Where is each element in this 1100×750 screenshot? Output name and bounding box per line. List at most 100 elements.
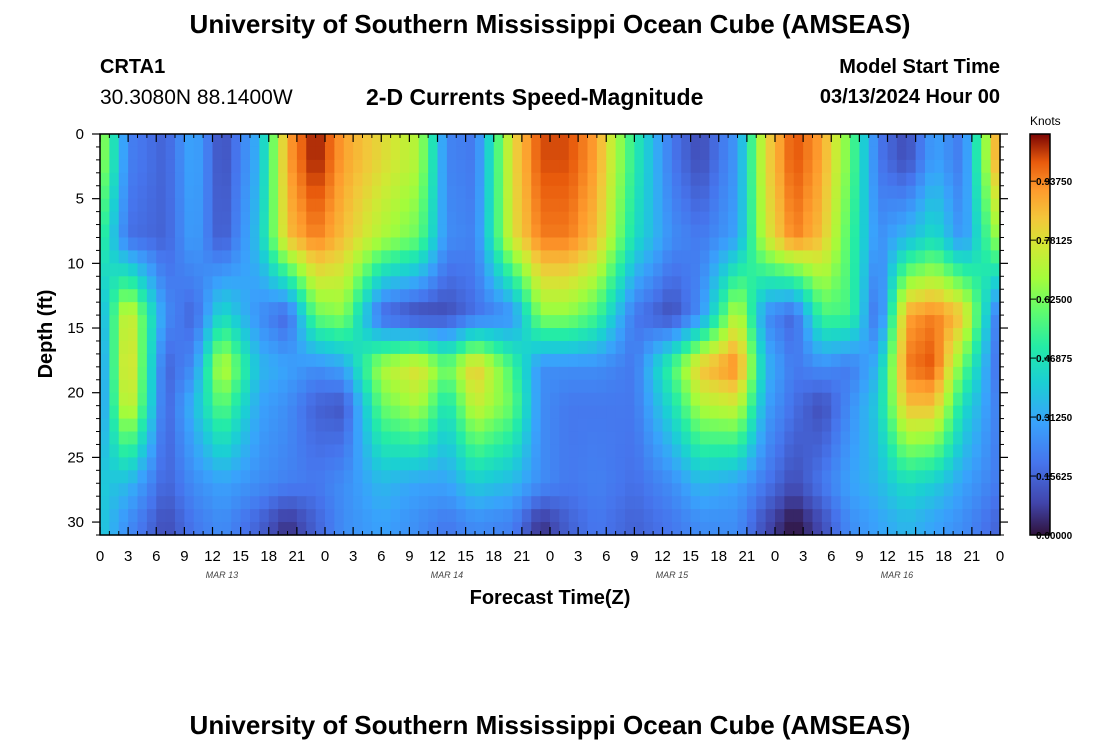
heatmap-cell bbox=[859, 431, 870, 446]
heatmap-cell bbox=[203, 276, 214, 290]
heatmap-cell bbox=[896, 302, 907, 316]
heatmap-cell bbox=[925, 444, 935, 458]
heatmap-cell bbox=[643, 418, 654, 433]
heatmap-cell bbox=[343, 522, 354, 536]
heatmap-cell bbox=[681, 250, 692, 264]
heatmap-cell bbox=[531, 185, 542, 200]
heatmap-cell bbox=[671, 470, 682, 484]
x-axis: 0 3 6 9 12 15 18 21 0 3 6 9 12 15 18 21 0 3 6 9 12 15 18 21 0 3 6 9… bbox=[96, 134, 1004, 565]
heatmap-cell bbox=[446, 315, 457, 329]
heatmap-cell bbox=[550, 470, 560, 484]
heatmap-cell bbox=[943, 509, 954, 523]
heatmap-cell bbox=[521, 263, 532, 277]
heatmap-cell bbox=[653, 328, 664, 342]
heatmap-cell bbox=[315, 328, 326, 342]
heatmap-cell bbox=[203, 353, 214, 368]
heatmap-cell bbox=[193, 340, 204, 355]
heatmap-cell bbox=[915, 366, 926, 381]
heatmap-cell bbox=[709, 263, 720, 277]
colorbar-tick-label: 0.93750 bbox=[1036, 177, 1073, 188]
heatmap-cell bbox=[878, 328, 889, 342]
heatmap-cell bbox=[409, 276, 420, 290]
heatmap-cell bbox=[353, 172, 364, 187]
heatmap-cell bbox=[334, 444, 345, 458]
heatmap-cell bbox=[278, 198, 289, 213]
heatmap-cell bbox=[962, 496, 973, 510]
heatmap-cell bbox=[550, 444, 560, 458]
heatmap-cell bbox=[953, 134, 964, 148]
heatmap-cell bbox=[990, 250, 1001, 264]
heatmap-cell bbox=[915, 276, 926, 290]
heatmap-cell bbox=[437, 250, 448, 264]
heatmap-cell bbox=[596, 418, 607, 433]
heatmap-cell bbox=[690, 276, 701, 290]
heatmap-cell bbox=[400, 237, 410, 252]
heatmap-cell bbox=[587, 509, 598, 523]
heatmap-cell bbox=[203, 134, 214, 148]
heatmap-cell bbox=[362, 134, 373, 148]
heatmap-cell bbox=[512, 211, 523, 226]
heatmap-cell bbox=[493, 315, 504, 329]
heatmap-cell bbox=[184, 302, 195, 316]
heatmap-cell bbox=[250, 263, 260, 277]
heatmap-cell bbox=[306, 276, 317, 290]
heatmap-cell bbox=[737, 470, 748, 484]
heatmap-cell bbox=[681, 457, 692, 471]
heatmap-cell bbox=[503, 198, 514, 213]
heatmap-cell bbox=[306, 263, 317, 277]
heatmap-cell bbox=[756, 392, 767, 407]
heatmap-cell bbox=[296, 302, 307, 316]
heatmap-cell bbox=[109, 263, 120, 277]
heatmap-cell bbox=[278, 457, 289, 471]
heatmap-cell bbox=[728, 224, 739, 239]
x-tick-label: 21 bbox=[739, 548, 756, 565]
heatmap-cell bbox=[353, 457, 364, 471]
heatmap-cell bbox=[793, 444, 804, 458]
heatmap-cell bbox=[278, 250, 289, 264]
heatmap-cell bbox=[934, 224, 945, 239]
heatmap-cell bbox=[887, 328, 898, 342]
heatmap-cell bbox=[868, 237, 879, 252]
heatmap-cell bbox=[850, 522, 860, 536]
heatmap-cell bbox=[606, 250, 617, 264]
heatmap-cell bbox=[793, 483, 804, 497]
heatmap-cell bbox=[784, 289, 795, 303]
heatmap-cell bbox=[475, 379, 485, 394]
heatmap-cell bbox=[221, 353, 232, 368]
heatmap-cell bbox=[990, 431, 1001, 446]
heatmap-cell bbox=[634, 198, 645, 213]
heatmap-cell bbox=[793, 328, 804, 342]
heatmap-cell bbox=[231, 159, 242, 174]
heatmap-cell bbox=[915, 483, 926, 497]
heatmap-cell bbox=[231, 289, 242, 303]
heatmap-cell bbox=[306, 431, 317, 446]
heatmap-cell bbox=[428, 276, 439, 290]
heatmap-cell bbox=[550, 224, 560, 239]
heatmap-cell bbox=[643, 159, 654, 174]
heatmap-cell bbox=[353, 250, 364, 264]
heatmap-cell bbox=[512, 340, 523, 355]
heatmap-cell bbox=[850, 353, 860, 368]
heatmap-cell bbox=[231, 328, 242, 342]
heatmap-cell bbox=[184, 185, 195, 200]
heatmap-cell bbox=[878, 496, 889, 510]
heatmap-cell bbox=[587, 470, 598, 484]
heatmap-cell bbox=[343, 457, 354, 471]
heatmap-cell bbox=[850, 237, 860, 252]
heatmap-cell bbox=[700, 483, 710, 497]
heatmap-cell bbox=[212, 237, 223, 252]
heatmap-cell bbox=[981, 159, 992, 174]
x-tick-label: 15 bbox=[457, 548, 474, 565]
heatmap-cell bbox=[250, 198, 260, 213]
heatmap-cell bbox=[568, 457, 579, 471]
heatmap-cell bbox=[493, 328, 504, 342]
heatmap-cell bbox=[971, 483, 982, 497]
heatmap-cell bbox=[165, 224, 176, 239]
heatmap-cell bbox=[428, 509, 439, 523]
heatmap-cell bbox=[100, 340, 110, 355]
heatmap-cell bbox=[146, 198, 157, 213]
heatmap-cell bbox=[568, 328, 579, 342]
heatmap-cell bbox=[671, 509, 682, 523]
heatmap-cell bbox=[662, 353, 673, 368]
heatmap-cell bbox=[268, 211, 279, 226]
